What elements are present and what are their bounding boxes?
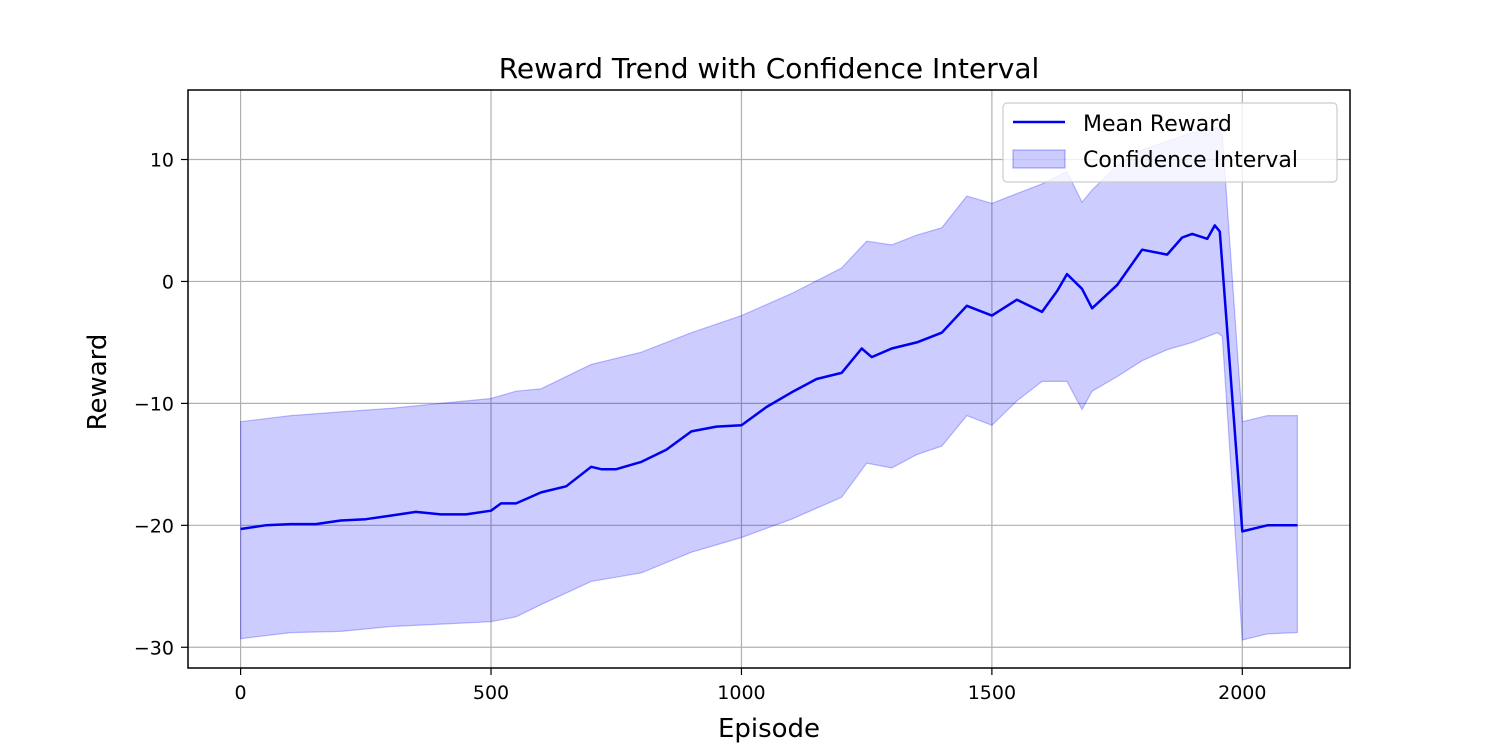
y-axis-label: Reward xyxy=(83,334,113,431)
axis-ticks: 0 500 1000 1500 2000 −30 −20 −10 0 10 xyxy=(134,150,1267,704)
x-tick-label: 0 xyxy=(235,682,247,704)
mean-reward-line xyxy=(240,224,1298,533)
x-tick-label: 2000 xyxy=(1218,682,1266,704)
y-tick-label: −10 xyxy=(134,393,174,415)
mean-line-layer xyxy=(240,224,1298,533)
y-tick-label: −30 xyxy=(134,637,174,659)
confidence-band-layer xyxy=(240,127,1298,641)
chart-title: Reward Trend with Confidence Interval xyxy=(499,52,1040,85)
x-axis-label: Episode xyxy=(718,714,820,744)
legend-label-confidence-interval: Confidence Interval xyxy=(1083,148,1298,173)
plot-frame xyxy=(187,89,1351,669)
legend: Mean Reward Confidence Interval xyxy=(1002,102,1338,183)
confidence-interval-band xyxy=(240,127,1298,641)
x-tick-label: 1000 xyxy=(717,682,765,704)
x-tick-label: 1500 xyxy=(968,682,1016,704)
legend-box xyxy=(1002,102,1338,183)
y-tick-label: 10 xyxy=(150,150,174,172)
x-tick-label: 500 xyxy=(473,682,509,704)
y-tick-label: 0 xyxy=(162,271,174,293)
legend-label-mean-reward: Mean Reward xyxy=(1083,112,1232,137)
legend-swatch-confidence-interval xyxy=(1012,149,1066,169)
y-tick-label: −20 xyxy=(134,515,174,537)
